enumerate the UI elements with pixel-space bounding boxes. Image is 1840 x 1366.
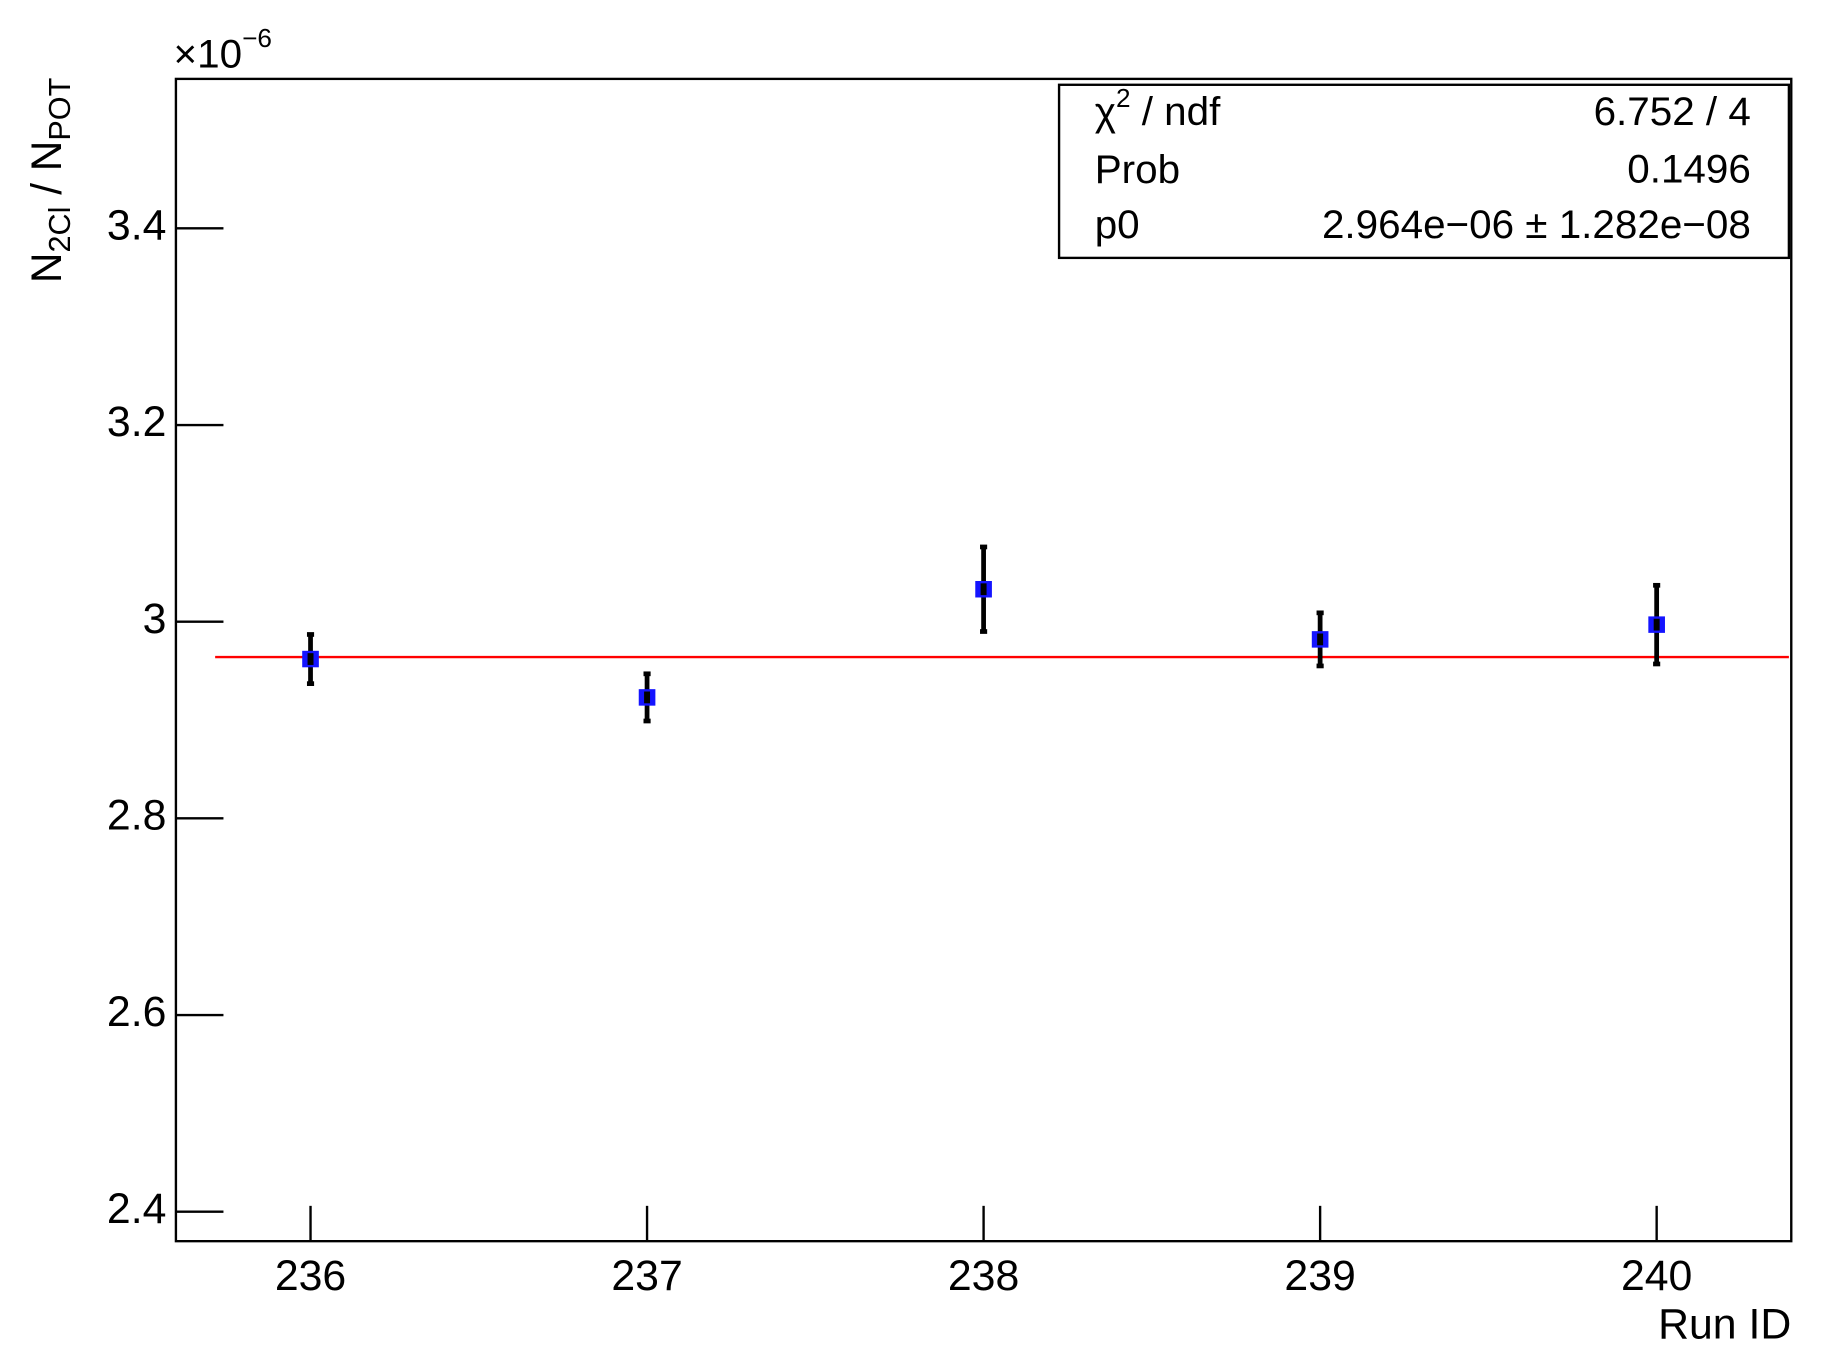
y-multiplier: ×10−6 — [174, 23, 272, 76]
stats-label: Prob — [1095, 147, 1180, 192]
y-tick-label: 2.8 — [107, 792, 166, 840]
x-axis-label: Run ID — [1658, 1301, 1791, 1349]
stats-label: p0 — [1095, 202, 1140, 247]
marker-center — [644, 691, 651, 704]
stats-value: 6.752 / 4 — [1594, 89, 1751, 134]
y-axis-label: N2Cl / NPOT — [23, 78, 77, 284]
y-label-part: / N — [23, 141, 71, 207]
stats-label-part: χ — [1095, 89, 1116, 134]
y-label-subscript: POT — [42, 78, 77, 141]
y-tick-label: 2.4 — [107, 1185, 166, 1233]
y-multiplier-exponent: −6 — [242, 23, 272, 53]
x-tick-label: 238 — [948, 1252, 1019, 1300]
marker-center — [1653, 618, 1660, 631]
y-tick-label: 3.2 — [107, 398, 166, 446]
y-label-part: N — [23, 253, 71, 284]
stats-label: χ2 / ndf — [1095, 83, 1221, 134]
y-multiplier-base: ×10 — [174, 31, 243, 76]
marker-center — [980, 583, 987, 596]
y-tick-label: 2.6 — [107, 988, 166, 1036]
marker-center — [1317, 633, 1324, 646]
stats-box — [1057, 83, 1791, 260]
x-tick-label: 239 — [1284, 1252, 1355, 1300]
y-tick-label: 3.4 — [107, 202, 166, 250]
y-tick-label: 3 — [143, 595, 167, 643]
stats-value: 2.964e−06 ± 1.282e−08 — [1322, 202, 1751, 247]
x-tick-label: 237 — [611, 1252, 682, 1300]
stats-label-part: p0 — [1095, 202, 1140, 247]
stats-label-part: / ndf — [1130, 89, 1221, 134]
stats-value: 0.1496 — [1627, 147, 1751, 192]
x-tick-label: 236 — [275, 1252, 346, 1300]
marker-center — [307, 653, 314, 665]
stats-label-part: Prob — [1095, 147, 1180, 192]
stats-label-part: 2 — [1116, 83, 1131, 113]
y-label-subscript: 2Cl — [42, 207, 77, 253]
x-tick-label: 240 — [1621, 1252, 1692, 1300]
